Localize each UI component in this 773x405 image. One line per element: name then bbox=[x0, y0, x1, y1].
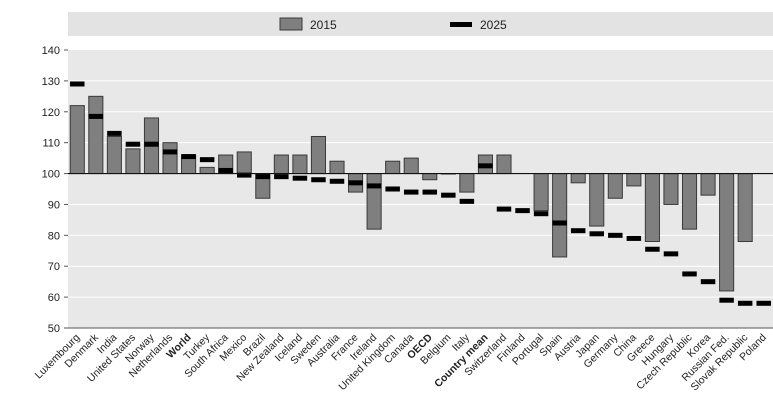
marker-2025 bbox=[626, 235, 642, 241]
y-tick-label: 80 bbox=[48, 230, 60, 242]
legend-swatch-2025 bbox=[450, 22, 472, 27]
bar-2015 bbox=[106, 135, 122, 175]
marker-2025 bbox=[385, 186, 400, 192]
marker-2025 bbox=[608, 232, 623, 238]
y-tick-label: 130 bbox=[42, 76, 60, 88]
marker-2025 bbox=[366, 183, 382, 189]
marker-2025 bbox=[515, 208, 530, 214]
marker-2025 bbox=[459, 198, 475, 204]
bar-2015 bbox=[681, 173, 698, 230]
bar-2015 bbox=[589, 173, 605, 227]
legend-label-2015: 2015 bbox=[310, 18, 337, 32]
marker-2025 bbox=[496, 206, 512, 212]
marker-2025 bbox=[311, 177, 326, 183]
y-tick-label: 60 bbox=[48, 292, 60, 304]
marker-2025 bbox=[589, 231, 604, 237]
y-tick-label: 90 bbox=[48, 199, 60, 211]
marker-2025 bbox=[274, 174, 289, 180]
bar-2015 bbox=[533, 173, 549, 212]
marker-2025 bbox=[292, 175, 308, 181]
legend-swatch-2015 bbox=[279, 17, 303, 31]
y-tick-label: 100 bbox=[42, 169, 60, 181]
legend: 2015 2025 bbox=[68, 12, 773, 36]
y-tick-label: 50 bbox=[48, 323, 60, 335]
marker-2025 bbox=[181, 154, 196, 160]
marker-2025 bbox=[88, 113, 104, 119]
y-axis-ticks: 50 60 70 80 90 100 110 120 130 140 bbox=[42, 45, 68, 335]
legend-label-2025: 2025 bbox=[480, 18, 507, 32]
marker-2025 bbox=[125, 141, 141, 147]
bar-2015 bbox=[199, 166, 215, 175]
marker-2025 bbox=[719, 297, 734, 303]
bar-2015 bbox=[403, 157, 419, 175]
bar-2015 bbox=[607, 173, 623, 199]
bar-2015 bbox=[737, 173, 753, 243]
grid-lines bbox=[68, 80, 773, 298]
markers-2025 bbox=[70, 81, 771, 306]
marker-2025 bbox=[533, 211, 549, 217]
bar-2015 bbox=[88, 95, 104, 175]
bar-2015 bbox=[69, 105, 85, 175]
bar-2015 bbox=[236, 151, 252, 175]
marker-2025 bbox=[422, 189, 438, 195]
bar-2015 bbox=[626, 173, 642, 187]
marker-2025 bbox=[329, 178, 345, 184]
y-tick-label: 120 bbox=[42, 107, 60, 119]
bar-2015 bbox=[700, 173, 716, 196]
bar-2015 bbox=[329, 160, 345, 175]
marker-2025 bbox=[645, 246, 660, 252]
bar-2015 bbox=[570, 173, 586, 184]
marker-2025 bbox=[144, 141, 159, 147]
bar-2015 bbox=[644, 173, 660, 243]
marker-2025 bbox=[237, 172, 252, 178]
bar-2015 bbox=[366, 173, 382, 230]
marker-2025 bbox=[107, 130, 122, 136]
marker-2025 bbox=[478, 163, 493, 169]
legend-band bbox=[68, 12, 773, 36]
marker-2025 bbox=[199, 157, 215, 163]
marker-2025 bbox=[756, 300, 771, 306]
marker-2025 bbox=[162, 149, 178, 155]
marker-2025 bbox=[441, 192, 456, 198]
marker-2025 bbox=[70, 81, 85, 87]
marker-2025 bbox=[700, 279, 716, 285]
marker-2025 bbox=[682, 271, 697, 277]
marker-2025 bbox=[570, 228, 586, 234]
bar-2015 bbox=[496, 154, 512, 175]
bar-2015 bbox=[292, 154, 308, 175]
y-tick-label: 70 bbox=[48, 261, 60, 273]
bar-2015 bbox=[663, 173, 679, 205]
marker-2025 bbox=[552, 220, 567, 226]
bar-2015 bbox=[552, 173, 568, 258]
marker-2025 bbox=[737, 300, 753, 306]
bar-2015 bbox=[385, 160, 401, 175]
marker-2025 bbox=[348, 180, 363, 186]
bar-2015 bbox=[310, 135, 327, 175]
bar-2015 bbox=[459, 173, 475, 193]
marker-2025 bbox=[403, 189, 419, 195]
bar-2015 bbox=[273, 154, 289, 175]
marker-2025 bbox=[663, 251, 679, 257]
marker-2025 bbox=[218, 167, 233, 173]
y-tick-label: 140 bbox=[42, 45, 60, 57]
bar-2015 bbox=[125, 148, 141, 175]
y-tick-label: 110 bbox=[42, 138, 60, 150]
bar-2015 bbox=[719, 173, 735, 292]
bar-2015 bbox=[422, 173, 438, 181]
marker-2025 bbox=[255, 174, 271, 180]
bar-2015 bbox=[162, 142, 178, 175]
